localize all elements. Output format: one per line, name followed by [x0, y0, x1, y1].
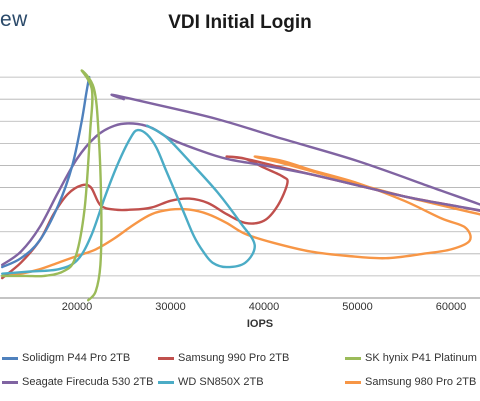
legend-label: Seagate Firecuda 530 2TB — [22, 376, 154, 388]
series-line-samsung-990-pro-2tb — [1, 155, 480, 280]
legend-swatch — [158, 356, 174, 360]
legend-label: SK hynix P41 Platinum — [365, 352, 477, 364]
x-tick-label: 60000 — [436, 301, 467, 313]
x-axis-ticks: 20000 30000 40000 50000 60000 — [62, 301, 467, 313]
x-tick-label: 40000 — [249, 301, 280, 313]
x-tick-label: 30000 — [155, 301, 186, 313]
x-tick-label: 50000 — [342, 301, 373, 313]
legend-swatch — [345, 356, 361, 360]
legend-item: Seagate Firecuda 530 2TB — [2, 376, 153, 388]
series-line-samsung-980-pro-2tb — [1, 155, 480, 278]
brand-logo-text: ew — [0, 8, 28, 31]
legend-swatch — [158, 380, 174, 384]
x-tick-label: 20000 — [62, 301, 93, 313]
legend-item: Samsung 990 Pro 2TB — [158, 352, 289, 364]
x-axis-label: IOPS — [246, 318, 274, 330]
series-line-seagate-firecuda-530-2tb — [1, 93, 480, 267]
chart-title: VDI Initial Login — [168, 12, 312, 33]
legend-item: WD SN850X 2TB — [158, 376, 264, 388]
legend-swatch — [2, 380, 18, 384]
legend-item: Solidigm P44 Pro 2TB — [2, 352, 130, 364]
chart-legend: Solidigm P44 Pro 2TB Samsung 990 Pro 2TB S… — [0, 348, 480, 401]
series-line-wd-sn850x-2tb — [1, 124, 256, 275]
legend-swatch — [345, 380, 361, 384]
legend-item: Samsung 980 Pro 2TB — [345, 376, 476, 388]
legend-label: WD SN850X 2TB — [178, 376, 264, 388]
legend-item: SK hynix P41 Platinum — [345, 352, 477, 364]
series-line-sk-hynix-p41-platinum — [1, 69, 103, 302]
legend-label: Solidigm P44 Pro 2TB — [22, 352, 131, 364]
legend-label: Samsung 990 Pro 2TB — [178, 352, 290, 364]
series-lines — [1, 69, 480, 302]
series-line-solidigm-p44-pro-2tb — [1, 75, 91, 269]
legend-label: Samsung 980 Pro 2TB — [365, 376, 477, 388]
legend-swatch — [2, 356, 18, 360]
